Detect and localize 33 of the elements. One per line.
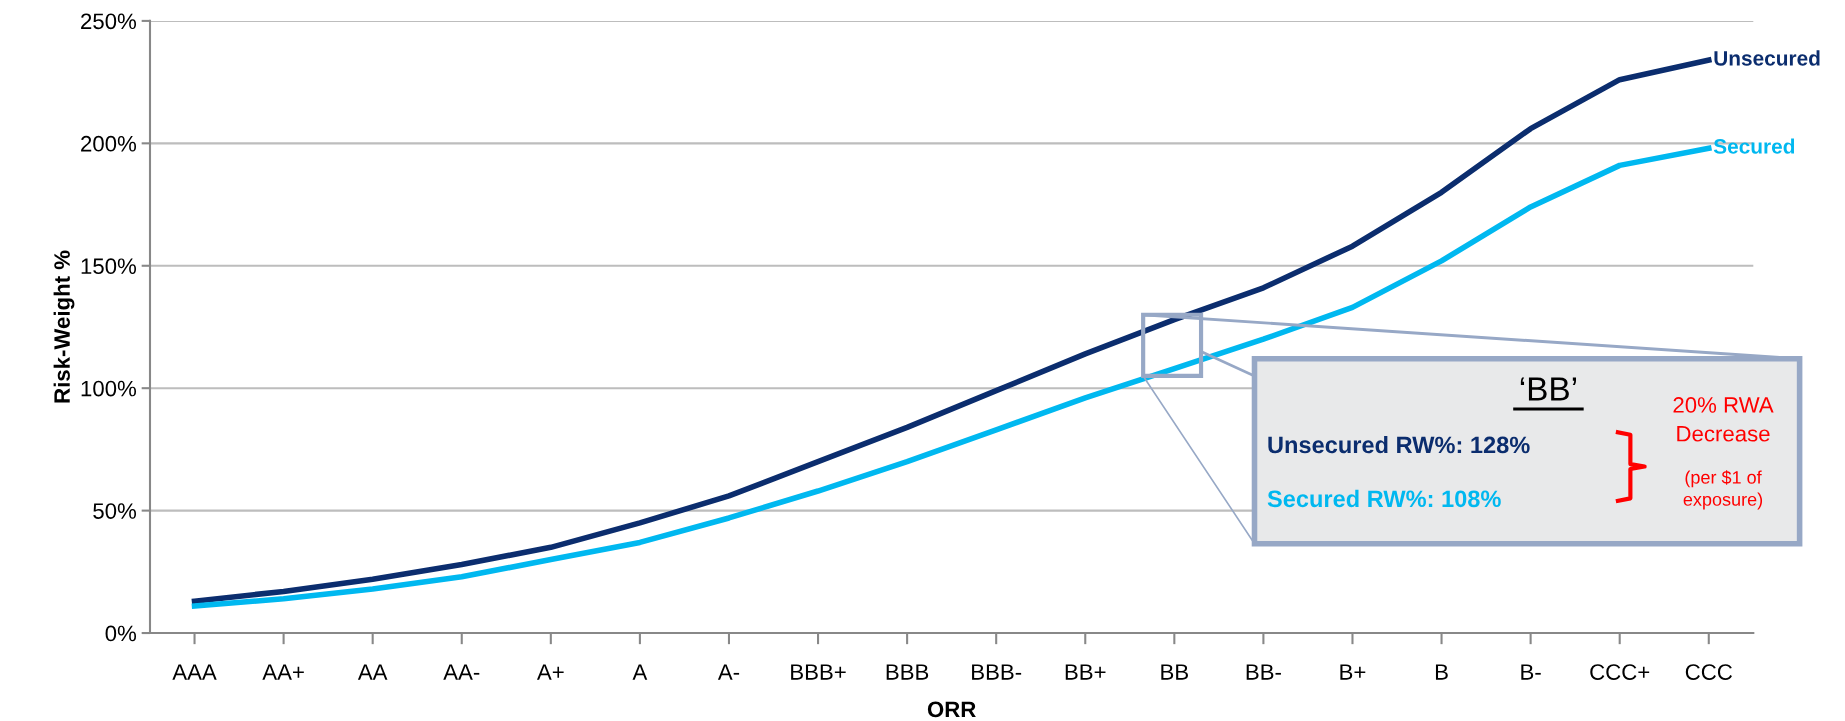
y-tick-label: 50% [93,503,137,519]
series-label: Unsecured [1714,50,1820,66]
x-tick-label: BB [1161,664,1188,680]
annotation: 20% RWA Decrease [1673,397,1774,442]
x-tick-label: BB+ [1065,664,1106,680]
x-tick-label: BB- [1246,664,1281,680]
y-tick-label: 200% [81,135,137,152]
y-tick-label: 150% [81,258,137,275]
y-tick-label: 250% [81,13,137,30]
x-tick-label: B- [1521,664,1541,680]
x-tick-label: BBB [886,664,929,680]
x-tick-label: BBB- [972,664,1022,680]
x-tick-label: AAA [172,664,217,680]
y-axis-title: Risk-Weight % [53,250,75,403]
x-tick-label: CCC+ [1590,664,1650,680]
x-tick-label: B [1435,664,1448,680]
x-tick-label: A+ [536,664,564,680]
x-tick-label: AA [357,664,388,680]
series-label: Secured [1713,138,1795,154]
annotation: Secured RW%: 108% [1267,489,1501,508]
x-tick-label: A [632,664,648,680]
y-tick-label: 0% [105,625,137,642]
y-tick-label: 100% [81,380,137,397]
x-tick-label: CCC [1685,664,1732,680]
x-tick-label: B+ [1340,664,1366,680]
x-tick-label: BBB+ [791,664,846,680]
annotation: (per $1 of exposure) [1683,470,1763,510]
annotation: Unsecured RW%: 128% [1268,435,1530,454]
annotation: ‘BB’ [1520,377,1577,401]
x-tick-label: AA+ [262,664,304,680]
x-axis-title: ORR [927,701,976,718]
x-tick-label: A- [717,664,740,680]
x-tick-label: AA- [443,664,480,680]
